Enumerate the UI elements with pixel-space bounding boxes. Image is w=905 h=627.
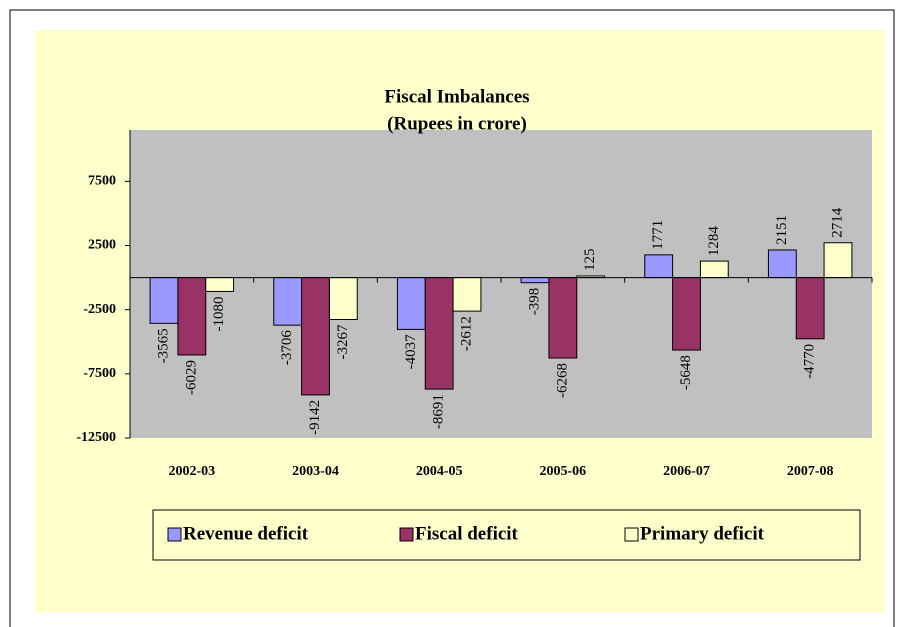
data-label: 2151 — [774, 215, 790, 245]
y-tick-label: -2500 — [83, 302, 116, 317]
data-label: -3267 — [335, 324, 351, 359]
bar — [301, 277, 330, 396]
data-label: -4770 — [802, 344, 818, 379]
y-tick-label: 2500 — [88, 238, 116, 253]
legend-label: Primary deficit — [640, 523, 765, 544]
chart-title: Fiscal Imbalances — [384, 86, 529, 107]
chart-subtitle: (Rupees in crore) — [387, 113, 527, 134]
data-label: -6268 — [554, 363, 570, 398]
data-label: 1284 — [706, 226, 722, 257]
bar — [452, 277, 482, 312]
data-label: -2612 — [458, 316, 474, 351]
y-tick-label: 7500 — [88, 174, 116, 189]
bar — [149, 277, 179, 324]
data-label: -3706 — [279, 330, 295, 365]
bar — [520, 277, 550, 284]
data-label: -5648 — [678, 355, 694, 390]
data-label: -1080 — [211, 296, 227, 331]
data-label: -6029 — [183, 360, 199, 395]
bar — [644, 254, 674, 279]
data-label: -4037 — [403, 334, 419, 369]
legend-label: Revenue deficit — [183, 523, 309, 544]
bar — [548, 277, 578, 359]
legend-label: Fiscal deficit — [415, 523, 519, 544]
y-tick-label: -12500 — [76, 430, 116, 445]
data-label: 125 — [582, 248, 598, 271]
bar — [795, 277, 825, 340]
data-label: -398 — [526, 288, 542, 316]
x-tick-label: 2005-06 — [539, 464, 586, 479]
x-tick-label: 2007-08 — [787, 464, 834, 479]
bar — [672, 277, 701, 351]
x-tick-label: 2003-04 — [292, 464, 339, 479]
x-tick-label: 2002-03 — [168, 464, 215, 479]
bar — [205, 277, 235, 292]
legend-swatch — [624, 527, 639, 542]
bar — [396, 277, 426, 330]
bar — [273, 277, 303, 326]
bar — [767, 249, 797, 279]
bar — [177, 277, 207, 356]
data-label: -9142 — [307, 400, 323, 435]
bar — [699, 260, 729, 279]
plot-area — [130, 130, 872, 438]
data-label: 1771 — [650, 220, 666, 250]
x-tick-label: 2006-07 — [663, 464, 710, 479]
data-label: 2714 — [829, 207, 845, 238]
bar — [328, 277, 358, 321]
legend-swatch — [167, 527, 182, 542]
data-label: -8691 — [431, 394, 447, 429]
legend — [152, 509, 861, 561]
x-tick-label: 2004-05 — [416, 464, 463, 479]
y-tick-label: -7500 — [83, 366, 116, 381]
bar — [823, 242, 853, 279]
legend-swatch — [399, 527, 414, 542]
data-label: -3565 — [155, 328, 171, 363]
bar — [424, 277, 454, 390]
